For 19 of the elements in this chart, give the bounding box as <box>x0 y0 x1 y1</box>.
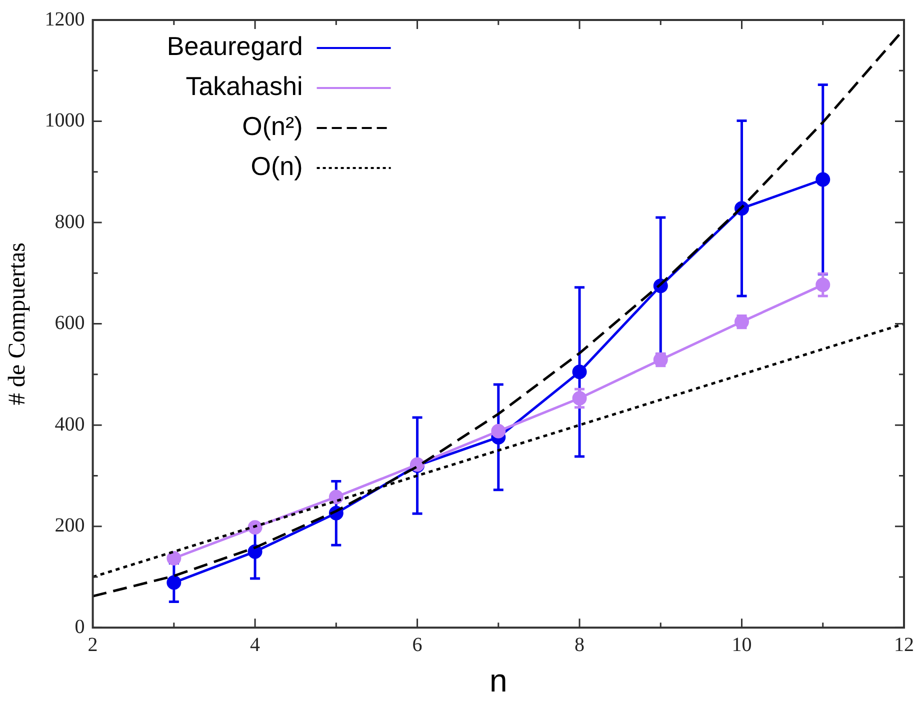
x-tick-label: 6 <box>412 634 422 656</box>
legend-label: O(n²) <box>242 111 303 142</box>
x-tick-label: 10 <box>732 634 752 656</box>
x-tick-label: 12 <box>894 634 914 656</box>
legend-label: O(n) <box>250 151 303 182</box>
y-tick-label: 200 <box>54 514 85 537</box>
legend-label: Takahashi <box>186 71 303 102</box>
y-tick-label: 800 <box>54 210 85 233</box>
y-tick-label: 1200 <box>44 8 85 30</box>
x-tick-label: 4 <box>250 634 260 656</box>
x-axis-title: n <box>490 662 508 699</box>
y-tick-label: 0 <box>74 616 85 638</box>
x-tick-label: 8 <box>574 634 585 656</box>
y-tick-label: 600 <box>54 312 85 334</box>
y-axis-title: # de Compuertas <box>4 242 31 406</box>
x-tick-label: 2 <box>88 634 98 656</box>
y-tick-label: 400 <box>54 413 85 436</box>
legend-label: Beauregard <box>166 31 303 62</box>
y-tick-label: 1000 <box>44 110 85 132</box>
